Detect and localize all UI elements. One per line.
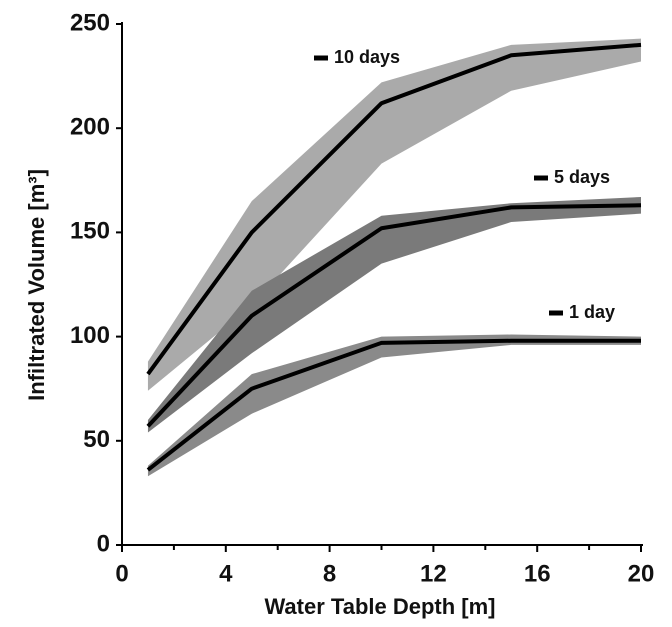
- x-axis-label: Water Table Depth [m]: [264, 594, 495, 619]
- x-tick-label: 8: [323, 560, 336, 587]
- legend-label: 1 day: [569, 302, 615, 322]
- x-tick-label: 4: [219, 560, 233, 587]
- x-tick-label: 20: [628, 560, 655, 587]
- uncertainty-band: [147, 334, 641, 477]
- uncertainty-band: [147, 196, 641, 433]
- uncertainty-band: [147, 38, 641, 391]
- x-tick-label: 0: [115, 560, 128, 587]
- y-axis-label: Infiltrated Volume [m³]: [24, 169, 49, 401]
- legend-label: 10 days: [334, 47, 400, 67]
- y-tick-label: 150: [70, 218, 110, 245]
- y-tick-label: 100: [70, 322, 110, 349]
- y-tick-label: 200: [70, 114, 110, 141]
- y-tick-label: 250: [70, 9, 110, 36]
- series-line: [146, 42, 642, 376]
- legend-label: 5 days: [554, 167, 610, 187]
- x-tick-label: 12: [420, 560, 447, 587]
- y-tick-label: 0: [97, 530, 110, 557]
- x-tick-label: 16: [524, 560, 551, 587]
- series-line: [146, 338, 641, 472]
- series-line: [146, 203, 642, 428]
- y-tick-label: 50: [83, 426, 110, 453]
